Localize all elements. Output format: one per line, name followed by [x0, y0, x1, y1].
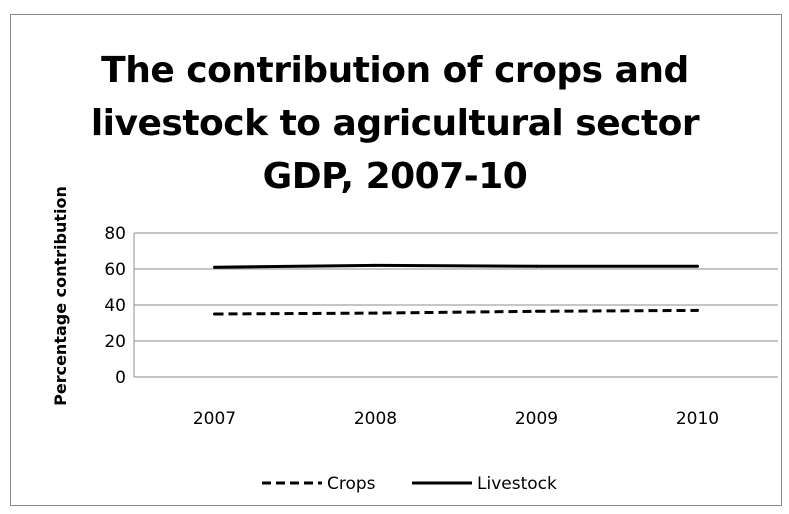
data-point-crops — [213, 313, 216, 316]
y-tick-label: 40 — [104, 296, 126, 316]
x-tick-label: 2009 — [515, 409, 558, 429]
x-tick-label: 2010 — [676, 409, 719, 429]
x-tick-label: 2007 — [193, 409, 236, 429]
y-tick-label: 80 — [104, 224, 126, 244]
y-axis-title: Percentage contribution — [51, 186, 70, 406]
data-point-crops — [374, 312, 377, 315]
x-tick-label: 2008 — [354, 409, 397, 429]
data-point-livestock — [535, 265, 538, 268]
series-line-crops — [215, 310, 698, 314]
data-point-livestock — [213, 266, 216, 269]
data-point-livestock — [696, 265, 699, 268]
data-point-crops — [535, 310, 538, 313]
series-line-livestock — [215, 265, 698, 267]
y-tick-label: 20 — [104, 332, 126, 352]
legend-label-livestock: Livestock — [477, 474, 557, 494]
data-point-crops — [696, 309, 699, 312]
y-tick-label: 60 — [104, 260, 126, 280]
y-tick-label: 0 — [115, 368, 126, 388]
legend-label-crops: Crops — [327, 474, 376, 494]
data-point-livestock — [374, 264, 377, 267]
